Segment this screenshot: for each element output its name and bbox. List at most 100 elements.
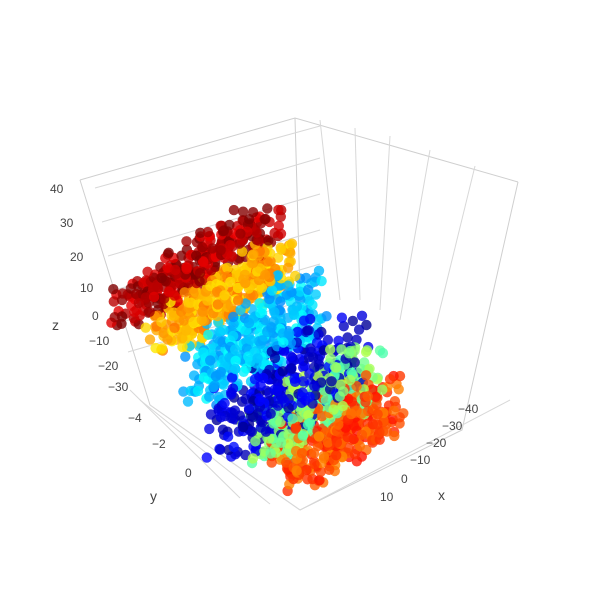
scatter-point: [328, 404, 339, 415]
scatter-point: [337, 400, 348, 412]
scatter-point: [326, 376, 337, 387]
scatter-point: [393, 384, 404, 395]
scatter-point: [140, 322, 151, 333]
back-box-edge-4: [299, 181, 519, 511]
scatter-point: [297, 430, 308, 441]
scatter-point: [310, 289, 321, 300]
scatter-point: [218, 379, 229, 390]
scatter-point: [372, 419, 383, 430]
scatter-point: [302, 474, 313, 485]
points-layer: [106, 203, 409, 497]
scatter-point: [377, 347, 389, 359]
scatter-point: [194, 268, 206, 279]
scatter-point: [294, 286, 306, 297]
scatter-point: [204, 391, 215, 402]
scatter-point: [148, 291, 160, 303]
scatter-point: [304, 391, 315, 403]
scatter-point: [218, 324, 229, 336]
scatter-point: [198, 372, 210, 383]
scatter-point: [265, 448, 276, 459]
scatter-point: [108, 284, 119, 295]
x-tick-label: −20: [426, 436, 447, 450]
scatter-point: [245, 334, 256, 345]
scatter-point: [237, 206, 249, 217]
scatter-point: [116, 311, 128, 322]
gridline: [399, 149, 431, 321]
scatter-point: [144, 306, 155, 317]
scatter-point: [287, 413, 298, 424]
scatter-point: [204, 423, 215, 435]
z-tick-label: 20: [70, 250, 84, 264]
scatter-point: [338, 386, 349, 397]
z-tick-label: −20: [98, 359, 119, 373]
scatter-point: [273, 204, 284, 216]
scatter-point: [356, 429, 368, 440]
y-tick-label: −2: [152, 437, 166, 451]
scatter-point: [108, 296, 120, 307]
scatter-point: [372, 409, 383, 420]
x-tick-label: −30: [442, 419, 463, 433]
scatter-point: [336, 344, 347, 355]
scatter-point: [247, 453, 259, 464]
gridline: [101, 157, 321, 223]
gridline: [94, 125, 321, 189]
scatter-point: [336, 312, 348, 323]
scatter-point: [371, 399, 382, 410]
scatter-point: [201, 452, 212, 463]
scatter-point: [273, 220, 284, 232]
z-tick-label: 40: [50, 182, 64, 196]
y-tick-label: −4: [128, 411, 142, 425]
scatter-point: [183, 297, 194, 308]
grid-layer: [79, 117, 519, 511]
gridline: [299, 399, 511, 511]
scatter-point: [239, 269, 251, 280]
scatter-point: [235, 228, 246, 239]
scatter-point: [226, 412, 237, 424]
scatter-point: [225, 240, 236, 251]
scatter-point: [140, 292, 151, 303]
scatter-point: [265, 408, 276, 419]
scatter-point: [209, 380, 220, 391]
scatter-point: [314, 475, 325, 486]
scatter-point: [254, 298, 265, 309]
scatter-point: [284, 328, 295, 339]
scatter-point: [304, 417, 316, 429]
scatter-point: [298, 315, 310, 326]
gridline: [107, 193, 321, 257]
scatter-point: [180, 351, 191, 362]
y-axis-title: y: [150, 488, 157, 504]
scatter-point: [330, 362, 342, 373]
scatter-point: [237, 246, 248, 257]
scatter-point: [180, 324, 192, 335]
scatter-point: [322, 437, 334, 448]
scatter-point: [142, 266, 153, 277]
scatter-point: [303, 409, 314, 421]
scatter-point: [197, 242, 208, 253]
scatter-point: [324, 464, 335, 475]
scatter-point: [182, 396, 194, 407]
scatter-point: [381, 426, 393, 437]
scatter-point: [230, 344, 241, 355]
scatter-point: [354, 440, 366, 452]
x-tick-label: 0: [401, 472, 408, 486]
y-tick-label: 0: [185, 466, 192, 480]
scatter-point: [302, 325, 313, 336]
scatter-point: [176, 333, 188, 344]
scatter-point: [163, 247, 174, 258]
gridline: [354, 127, 361, 301]
scatter-point: [228, 311, 239, 323]
scatter-point: [195, 227, 206, 238]
x-tick-label: 10: [380, 490, 394, 504]
scatter-point: [256, 282, 268, 293]
scatter-point: [232, 295, 244, 306]
scatter-point: [222, 431, 234, 442]
scatter-point: [228, 204, 240, 216]
scatter-point: [344, 374, 356, 386]
scatter-point: [262, 256, 273, 267]
scatter-point: [325, 344, 336, 355]
scatter-point: [296, 448, 308, 459]
scatter-point: [192, 385, 204, 397]
scatter-point: [252, 353, 263, 364]
